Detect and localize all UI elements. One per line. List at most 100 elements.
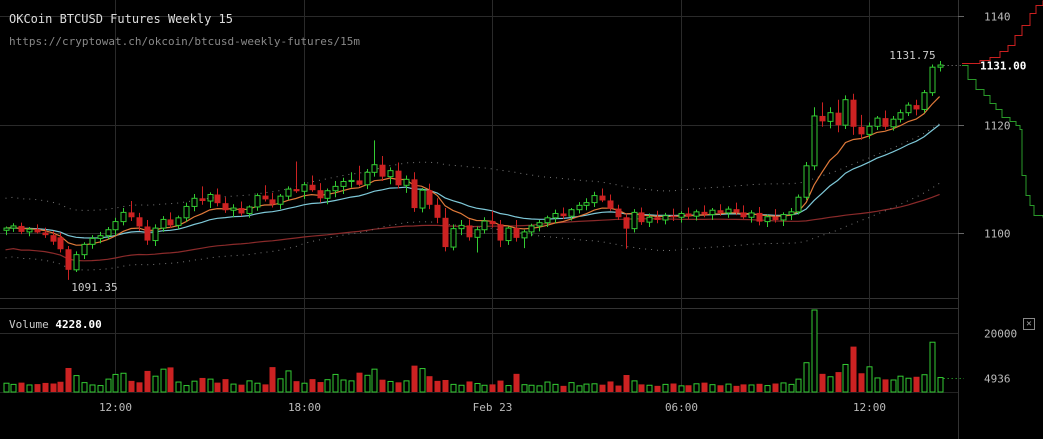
candle-body: [222, 203, 229, 211]
candle-body: [858, 126, 865, 135]
candles-group: [3, 60, 944, 280]
candle-body: [921, 92, 928, 110]
candle-body: [317, 190, 324, 199]
last-price-label: 1131.00: [980, 60, 1026, 73]
volume-bar: [214, 382, 221, 392]
candle-body: [819, 115, 826, 122]
candle-body: [513, 228, 520, 238]
volume-bar: [73, 375, 80, 393]
candle-body: [835, 112, 842, 126]
candle-body: [332, 185, 339, 192]
volume-bar: [764, 385, 771, 393]
candle-body: [269, 199, 276, 205]
volume-bar: [167, 367, 174, 392]
candle-body: [207, 194, 214, 202]
time-tick-label: 18:00: [288, 401, 321, 414]
depth-ask-line: [962, 0, 1043, 64]
candle-body: [128, 212, 135, 218]
volume-bar: [528, 384, 535, 393]
volume-bar: [536, 385, 543, 393]
volume-bar: [615, 385, 622, 392]
candle-body: [152, 227, 159, 242]
candle-body: [905, 104, 912, 114]
volume-bar: [466, 381, 473, 392]
volume-bar: [646, 384, 653, 393]
candle-body: [795, 196, 802, 213]
volume-bar: [199, 377, 206, 392]
close-icon[interactable]: ✕: [1023, 318, 1035, 330]
volume-bar: [293, 381, 300, 392]
candle-body: [434, 204, 441, 218]
candle-body: [34, 229, 41, 233]
volume-bar: [222, 379, 229, 392]
volume-bar: [921, 374, 928, 393]
time-tick-label: 12:00: [99, 401, 132, 414]
candle-body: [230, 207, 237, 211]
candle-body: [26, 228, 33, 233]
candle-body: [811, 115, 818, 167]
price-tick-label: 1100: [984, 228, 1011, 241]
candle-body: [709, 209, 716, 216]
candle-body: [73, 254, 80, 271]
low-price-annotation: 1091.35: [71, 281, 117, 294]
candle-body: [913, 105, 920, 110]
volume-bar: [552, 383, 559, 393]
volume-bar: [144, 370, 151, 392]
candle-body: [411, 179, 418, 209]
volume-bar: [489, 384, 496, 392]
candle-body: [866, 125, 873, 135]
candle-body: [81, 243, 88, 256]
volume-bar: [685, 385, 692, 392]
volume-label-text: Volume: [9, 318, 49, 331]
volume-bar: [678, 385, 685, 393]
candle-body: [631, 211, 638, 230]
volume-bar: [10, 383, 17, 393]
volume-bar: [434, 380, 441, 392]
chart-url[interactable]: https://cryptowat.ch/okcoin/btcusd-weekl…: [9, 35, 360, 48]
candle-body: [262, 195, 269, 200]
candle-body: [136, 217, 143, 227]
candle-body: [623, 217, 630, 229]
candle-body: [277, 195, 284, 205]
volume-bar: [780, 382, 787, 393]
high-price-annotation: 1131.75: [889, 49, 935, 62]
candle-body: [607, 200, 614, 209]
volume-bar: [450, 383, 457, 393]
candle-body: [638, 212, 645, 223]
volume-bar: [160, 368, 167, 393]
volume-bar: [725, 383, 732, 393]
candle-body: [568, 209, 575, 217]
candle-body: [489, 221, 496, 225]
candle-body: [238, 208, 245, 214]
volume-bar: [544, 381, 551, 393]
volume-bar: [191, 380, 198, 393]
volume-bar: [356, 372, 363, 392]
candle-body: [89, 237, 96, 245]
price-tick-label: 1140: [984, 11, 1011, 24]
volume-bar: [26, 384, 33, 393]
volume-bar: [364, 374, 371, 393]
volume-value: 4228.00: [55, 318, 102, 331]
volume-bar: [269, 367, 276, 392]
candle-body: [528, 225, 535, 233]
volume-bar: [97, 385, 104, 393]
volume-bar: [81, 382, 88, 393]
volume-bar: [599, 384, 606, 392]
candle-body: [105, 229, 112, 237]
candle-body: [670, 215, 677, 218]
volume-bar: [254, 382, 261, 393]
volume-bar: [929, 341, 936, 393]
volume-bar: [521, 384, 528, 393]
candle-body: [364, 171, 371, 186]
volume-bar: [803, 362, 810, 393]
volume-bar: [403, 380, 410, 393]
volume-bar: [583, 383, 590, 393]
volume-bar: [560, 385, 567, 392]
volume-bar: [419, 368, 426, 393]
volume-bar: [34, 384, 41, 392]
volume-tick-label: 20000: [984, 328, 1017, 341]
candle-body: [395, 170, 402, 186]
candle-body: [544, 217, 551, 224]
volume-bar: [105, 378, 112, 393]
